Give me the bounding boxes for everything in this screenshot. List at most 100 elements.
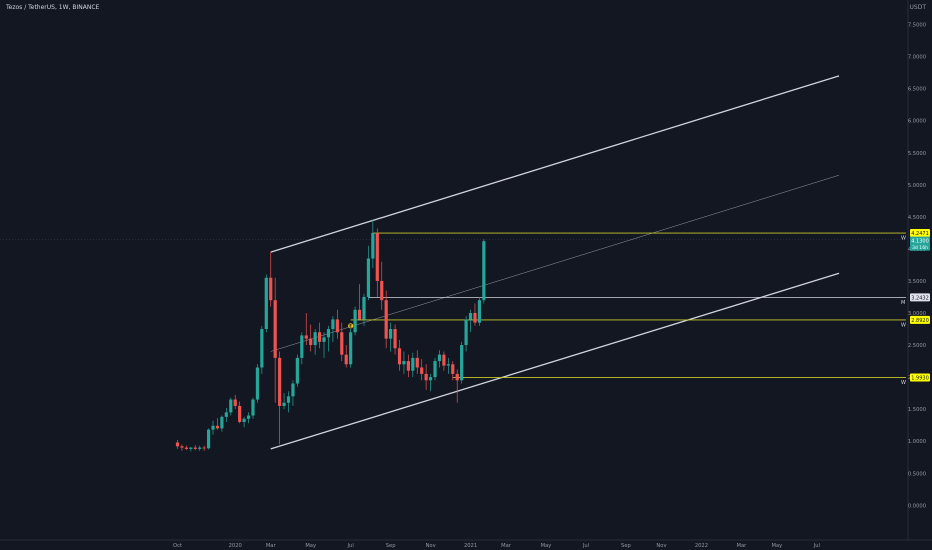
level-tag: W [901, 236, 906, 242]
candle-body [397, 348, 402, 365]
candle-body [269, 277, 273, 301]
y-tick-label: 2.5000 [908, 343, 926, 349]
candle-body [451, 364, 455, 374]
candle-body [309, 338, 313, 346]
x-tick-label: 2021 [464, 543, 477, 549]
candle-body [331, 319, 335, 330]
candle-body [313, 332, 317, 346]
x-tick-label: Oct [173, 543, 182, 549]
candle-body [251, 399, 255, 416]
x-tick-label: May [305, 543, 316, 549]
y-tick-label: 0.0000 [908, 503, 926, 509]
candle-body [282, 402, 286, 406]
x-tick-label: Nov [656, 543, 666, 549]
candle-body [468, 313, 473, 320]
candle-body [402, 361, 406, 365]
candle-body [198, 447, 202, 449]
y-tick-label: 7.5000 [908, 23, 926, 29]
candle-body [335, 319, 339, 333]
candle-body [446, 364, 450, 366]
candle-body [206, 429, 211, 449]
candle-body [464, 319, 468, 346]
candle-body [238, 405, 242, 422]
candle-body [482, 241, 486, 301]
candle-body [215, 425, 220, 429]
candle-body [264, 277, 268, 330]
channel-lower [270, 272, 840, 450]
candle-body [255, 367, 260, 400]
x-tick-label: Jul [347, 543, 354, 549]
event-marker-label: E [349, 324, 352, 329]
candle-body [260, 329, 264, 368]
candle-body [353, 309, 357, 333]
currency-label: USDT [909, 4, 927, 11]
y-tick-label: 4.5000 [908, 215, 926, 221]
candle-body [406, 361, 410, 371]
candle-body [286, 396, 291, 403]
x-tick-label: Sep [621, 543, 631, 549]
level-price-label-bg [910, 373, 930, 382]
level-price-label: 4.2471 [911, 231, 929, 237]
candle-body [389, 329, 393, 339]
x-tick-label: Mar [736, 543, 747, 549]
y-tick-label: 3.5000 [908, 279, 926, 285]
candle-body [242, 418, 246, 422]
x-tick-label: Mar [501, 543, 512, 549]
candle-body [180, 446, 184, 448]
candle-body [224, 412, 228, 417]
candle-body [326, 329, 331, 338]
candle-body [229, 399, 233, 413]
x-tick-label: Nov [426, 543, 436, 549]
candle-body [362, 296, 366, 320]
channel-mid [270, 174, 840, 352]
candle-body [175, 442, 180, 447]
candle-body [442, 354, 446, 366]
candle-body [300, 335, 304, 358]
x-tick-label: Jul [582, 543, 589, 549]
candle-body [477, 300, 482, 323]
candle-body [322, 337, 326, 342]
x-tick-label: Sep [386, 543, 396, 549]
candle-body [189, 447, 193, 449]
candle-body [340, 332, 344, 355]
candle-body [424, 373, 428, 381]
level-price-label-bg [910, 229, 930, 238]
candle-body [460, 345, 464, 381]
candle-body [233, 399, 237, 406]
candle-body [428, 377, 433, 381]
level-price-label: 1.9930 [911, 376, 929, 382]
candle-body [375, 232, 379, 281]
candle-body [304, 335, 308, 339]
channel-upper [270, 75, 840, 253]
level-tag: W [901, 380, 906, 386]
candle-body [295, 357, 299, 384]
candle-body [211, 425, 215, 430]
current-price-label: 4.1300 [911, 239, 929, 245]
x-tick-label: Mar [266, 543, 277, 549]
candle-body [291, 383, 295, 397]
candle-body [415, 357, 419, 368]
x-tick-label: May [772, 543, 783, 549]
candle-body [202, 447, 206, 449]
level-price-label-bg [910, 293, 930, 302]
level-price-label-bg [910, 315, 930, 324]
candle-body [193, 447, 197, 449]
candle-body [184, 447, 188, 449]
candle-body [473, 313, 477, 323]
candle-body [278, 357, 282, 406]
candle-body [411, 357, 415, 371]
event-marker [348, 323, 354, 329]
level-tag: W [901, 322, 906, 328]
candle-body [455, 373, 459, 381]
candle-body [384, 300, 388, 339]
candle-body [344, 354, 348, 365]
candle-body [220, 416, 224, 429]
level-price-label: 3.2432 [911, 295, 929, 301]
level-tag: M [901, 300, 905, 306]
candle-body [349, 332, 353, 365]
x-tick-label: Jul [813, 543, 820, 549]
candle-body [366, 258, 371, 297]
symbol-title: Tezos / TetherUS, 1W, BINANCE [6, 4, 100, 11]
y-tick-label: 0.5000 [908, 471, 926, 477]
